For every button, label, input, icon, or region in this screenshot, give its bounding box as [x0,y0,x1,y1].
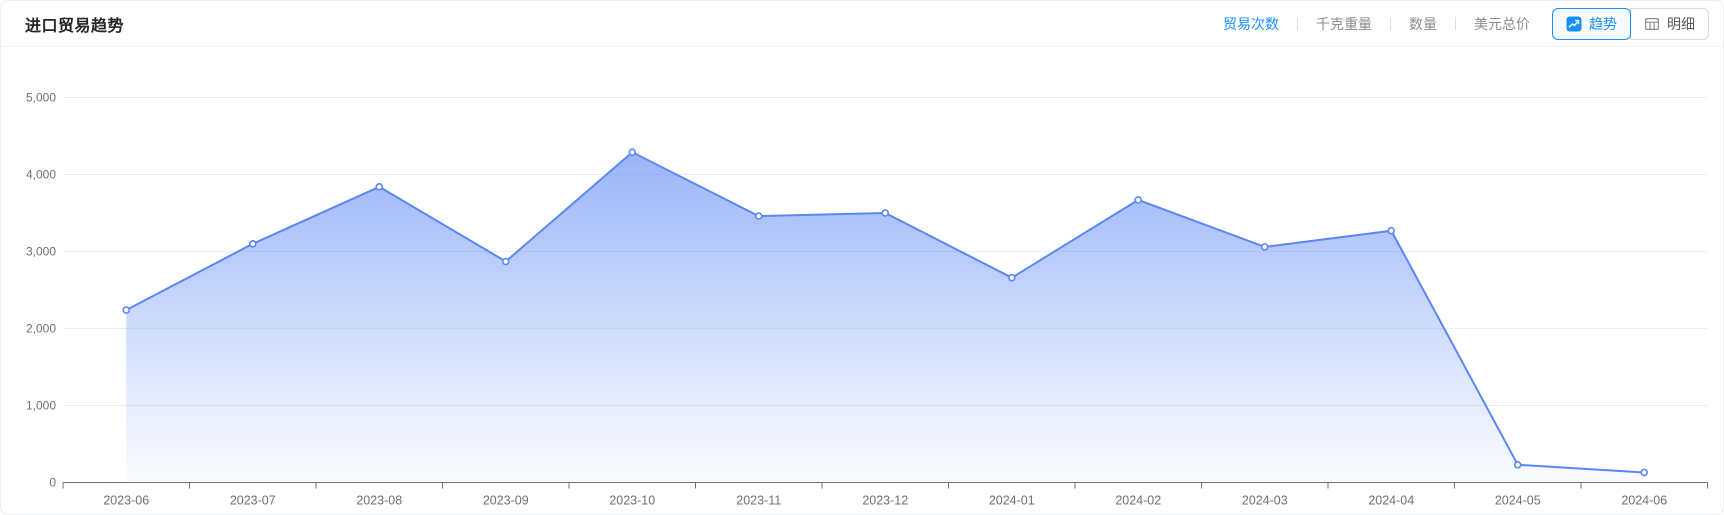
x-axis-label: 2023-11 [736,494,781,508]
x-axis-label: 2023-06 [103,494,149,508]
data-point-marker[interactable] [1007,273,1016,282]
x-axis-label: 2024-05 [1495,494,1541,508]
data-point-marker[interactable] [1260,243,1269,251]
trend-chart-canvas[interactable]: 0 1,000 2,000 3,000 4,000 5,000 2023-06 2023-07… [1,47,1724,515]
metric-trade-count[interactable]: 贸易次数 [1223,15,1279,32]
data-point-marker[interactable] [881,209,890,217]
x-axis-label: 2023-07 [230,494,276,508]
data-point-marker[interactable] [754,212,763,220]
y-axis-label: 5,000 [26,91,56,105]
data-point-marker[interactable] [1640,468,1649,477]
x-axis-label: 2024-02 [1115,494,1161,508]
x-axis-label: 2023-12 [862,494,908,508]
data-point-marker[interactable] [628,148,637,156]
trend-button[interactable]: 趋势 [1552,7,1631,40]
trend-icon [1566,16,1582,32]
series-area [126,152,1645,483]
x-axis-label: 2024-06 [1621,494,1667,508]
x-axis-label: 2023-09 [483,494,529,508]
metric-separator [1390,17,1391,30]
y-axis-label: 0 [49,476,56,490]
x-axis-label: 2023-10 [609,494,655,508]
metric-switcher: 贸易次数 千克重量 数量 美元总价 [1223,14,1530,34]
metric-kg-weight[interactable]: 千克重量 [1316,15,1372,32]
x-axis-label: 2024-04 [1368,494,1414,508]
y-axis-label: 3,000 [26,245,56,259]
data-point-marker[interactable] [1134,196,1143,204]
metric-separator [1297,17,1298,30]
trend-chart[interactable]: 0 1,000 2,000 3,000 4,000 5,000 2023-06 2023-07… [1,47,1724,515]
header-tools: 贸易次数 千克重量 数量 美元总价 趋势 明细 [1223,7,1709,40]
y-axis-label: 4,000 [26,168,56,182]
table-icon [1644,16,1660,32]
detail-button-label: 明细 [1667,15,1695,32]
y-axis-label: 1,000 [26,399,56,413]
data-point-marker[interactable] [248,240,257,248]
trend-button-label: 趋势 [1589,15,1617,32]
data-point-marker[interactable] [1513,460,1522,469]
page-title: 进口贸易趋势 [25,17,125,35]
x-axis-label: 2023-08 [356,494,402,508]
detail-button[interactable]: 明细 [1630,7,1709,40]
metric-usd-total[interactable]: 美元总价 [1474,15,1530,32]
x-axis-label: 2024-01 [989,494,1035,508]
metric-separator [1455,17,1456,30]
y-axis-label: 2,000 [26,322,56,336]
x-axis-label: 2024-03 [1242,494,1288,508]
metric-quantity[interactable]: 数量 [1409,15,1437,32]
data-point-marker[interactable] [122,306,131,314]
data-point-marker[interactable] [1387,226,1396,235]
data-point-marker[interactable] [375,183,384,191]
view-switcher: 趋势 明细 [1552,7,1709,40]
data-point-marker[interactable] [501,257,510,266]
card-header: 进口贸易趋势 贸易次数 千克重量 数量 美元总价 趋势 明细 [1,1,1723,47]
